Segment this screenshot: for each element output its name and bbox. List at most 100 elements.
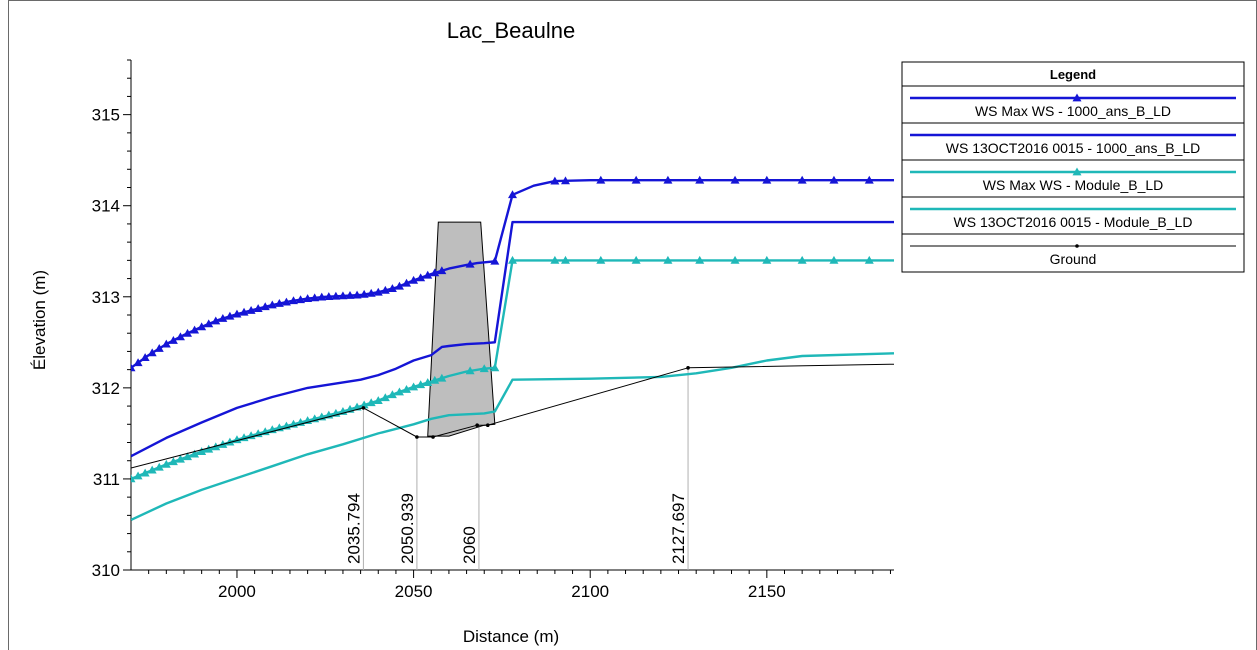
- station-label: 2060: [460, 526, 479, 564]
- series-marker-3: [465, 366, 475, 375]
- series-marker-1: [380, 285, 390, 294]
- series-marker-1: [596, 175, 606, 184]
- series-marker-3: [508, 255, 517, 264]
- chart-title: Lac_Beaulne: [447, 18, 575, 43]
- series-marker-3: [797, 255, 807, 264]
- series-marker-1: [310, 293, 320, 302]
- series-marker-3: [829, 255, 839, 264]
- x-axis-label: Distance (m): [463, 627, 559, 646]
- series-marker-3: [131, 474, 136, 483]
- ground-point: [475, 423, 479, 427]
- x-tick-label: 2000: [218, 582, 256, 601]
- series-marker-1: [560, 176, 570, 185]
- legend-label-2: WS 13OCT2016 0015 - 1000_ans_B_LD: [946, 140, 1201, 156]
- series-marker-1: [409, 275, 419, 284]
- series-marker-3: [762, 255, 772, 264]
- series-marker-3: [423, 378, 433, 386]
- series-marker-3: [373, 396, 383, 404]
- series-marker-1: [631, 175, 641, 184]
- series-marker-3: [631, 255, 641, 264]
- y-tick-label: 312: [92, 379, 120, 398]
- ground-point: [431, 435, 435, 439]
- series-marker-1: [239, 307, 249, 316]
- series-marker-3: [394, 387, 404, 396]
- series-marker-3: [183, 452, 193, 461]
- y-tick-label: 315: [92, 106, 120, 125]
- y-tick-label: 314: [92, 197, 120, 216]
- series-marker-3: [402, 384, 412, 393]
- series-marker-1: [402, 278, 412, 287]
- series-marker-3: [175, 454, 185, 463]
- series-marker-1: [260, 302, 270, 311]
- legend-box: [901, 61, 1245, 273]
- series-marker-3: [204, 444, 214, 453]
- series-marker-1: [161, 339, 171, 348]
- series-marker-1: [190, 325, 200, 334]
- series-marker-3: [161, 459, 171, 468]
- series-marker-3: [253, 429, 263, 438]
- series-marker-1: [281, 297, 291, 306]
- axes: 310 311 312 313 314 315 2000 2050 2100 2150: [92, 59, 894, 601]
- legend-marker-1: [1072, 93, 1082, 102]
- series-line-4: [131, 352, 894, 521]
- series-marker-3: [730, 255, 740, 264]
- series-marker-3: [416, 380, 426, 389]
- series-marker-3: [380, 393, 390, 402]
- legend-label-5: Ground: [1050, 251, 1097, 267]
- series-marker-1: [218, 313, 228, 322]
- station-label: 2050.939: [398, 493, 417, 564]
- series-marker-3: [133, 471, 143, 480]
- series-marker-1: [133, 358, 143, 367]
- series-marker-1: [197, 322, 207, 331]
- series-marker-1: [331, 291, 341, 300]
- series-marker-1: [317, 292, 327, 301]
- series-marker-3: [387, 390, 397, 399]
- series-marker-1: [140, 353, 150, 361]
- series-marker-3: [154, 462, 164, 471]
- x-tick-label: 2050: [395, 582, 433, 601]
- series-marker-1: [416, 273, 426, 282]
- plot-area: [131, 175, 894, 521]
- series-marker-3: [490, 363, 500, 372]
- ground-point: [361, 406, 366, 410]
- series-marker-3: [864, 255, 874, 264]
- series-marker-1: [324, 292, 334, 300]
- legend-marker-5: [1075, 244, 1079, 248]
- series-marker-1: [338, 291, 348, 300]
- series-marker-3: [366, 398, 376, 407]
- series-line-5: [131, 363, 894, 469]
- series-marker-1: [183, 328, 193, 337]
- x-tick-label: 2100: [571, 582, 609, 601]
- series-marker-3: [437, 373, 447, 382]
- series-marker-3: [168, 457, 178, 466]
- series-marker-1: [345, 291, 355, 299]
- y-tick-label: 310: [92, 561, 120, 580]
- series-marker-1: [437, 266, 447, 275]
- series-marker-3: [695, 255, 705, 264]
- bridge-structure: [427, 221, 496, 437]
- series-marker-1: [288, 296, 298, 305]
- series-marker-1: [232, 309, 242, 318]
- series-marker-1: [465, 259, 475, 268]
- series-marker-1: [387, 284, 397, 292]
- series-marker-3: [560, 255, 570, 264]
- series-marker-3: [197, 447, 207, 455]
- ground-point: [485, 423, 490, 427]
- series-marker-3: [190, 449, 200, 458]
- station-label: 2127.697: [669, 493, 688, 564]
- series-marker-3: [147, 465, 157, 474]
- series-marker-3: [225, 437, 235, 446]
- y-axis-label: Élevation (m): [30, 270, 49, 370]
- series-marker-1: [797, 175, 807, 184]
- series-marker-1: [762, 175, 772, 184]
- legend-label-4: WS 13OCT2016 0015 - Module_B_LD: [954, 214, 1193, 230]
- series-marker-1: [154, 344, 164, 352]
- series-marker-1: [490, 256, 500, 265]
- x-tick-label: 2150: [748, 582, 786, 601]
- series-marker-1: [211, 316, 221, 325]
- legend-title: Legend: [1050, 67, 1096, 82]
- series-marker-1: [296, 295, 306, 304]
- series-marker-1: [550, 176, 560, 185]
- series-line-1: [131, 179, 894, 369]
